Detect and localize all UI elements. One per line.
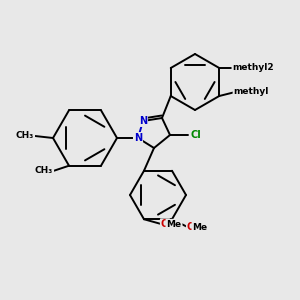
- Text: methyl: methyl: [234, 86, 269, 95]
- Text: CH₃: CH₃: [35, 166, 53, 175]
- Text: Me: Me: [167, 220, 182, 229]
- Text: methyl2: methyl2: [232, 64, 274, 73]
- Text: N: N: [139, 116, 147, 126]
- Text: O: O: [238, 86, 246, 96]
- Text: Me: Me: [192, 223, 208, 232]
- Text: O: O: [161, 219, 169, 229]
- Text: N: N: [134, 133, 142, 143]
- Text: CH₃: CH₃: [16, 131, 34, 140]
- Text: O: O: [240, 63, 248, 73]
- Text: Cl: Cl: [190, 130, 201, 140]
- Text: O: O: [187, 222, 195, 232]
